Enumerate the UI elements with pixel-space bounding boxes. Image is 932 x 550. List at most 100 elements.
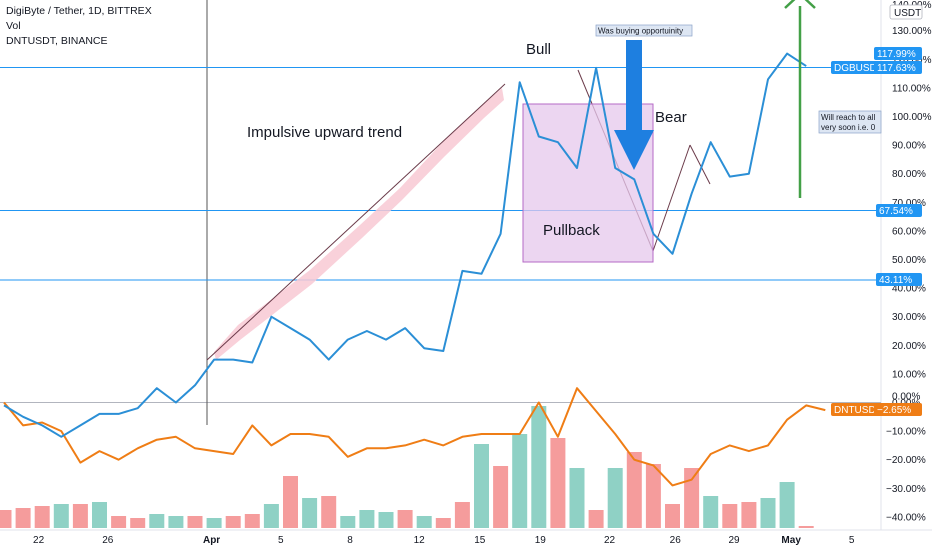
volume-bar	[130, 518, 146, 528]
legend-main: DigiByte / Tether, 1D, BITTREX	[6, 5, 152, 17]
volume-bar	[779, 482, 795, 528]
series-lines	[3, 52, 826, 487]
price-tick-label: 10.00%	[892, 369, 926, 380]
dnt-value-tag	[874, 403, 922, 416]
volume-bar	[53, 504, 69, 528]
volume-bar	[244, 514, 260, 528]
recovery-line[interactable]	[652, 144, 691, 252]
volume-bar	[493, 466, 509, 528]
dgb-value: 117.63%	[877, 63, 916, 74]
buying-note: Was buying opportuinity	[598, 27, 683, 36]
time-tick-label: 12	[414, 535, 426, 546]
price-tick-label: 80.00%	[892, 169, 926, 180]
volume-bar	[0, 510, 12, 528]
time-tick-label: May	[781, 535, 801, 546]
time-tick-label: 15	[474, 535, 486, 546]
level-1-value: 67.54%	[879, 206, 913, 217]
volume-bar	[340, 516, 356, 528]
price-tick-label: 30.00%	[892, 312, 926, 323]
volume-bar	[187, 516, 203, 528]
level-1-tag	[876, 204, 922, 217]
volume-bar	[512, 434, 528, 528]
impulsive-trend-band	[214, 88, 504, 360]
volume-bar	[741, 502, 757, 528]
buying-arrow-icon[interactable]	[614, 40, 654, 170]
price-tick-label: −40.00%	[886, 512, 926, 523]
impulsive-label[interactable]: Impulsive upward trend	[247, 124, 402, 141]
volume-bar	[15, 508, 31, 528]
volume-bar	[703, 496, 719, 528]
price-tick-label: 50.00%	[892, 255, 926, 266]
time-tick-label: 5	[278, 535, 284, 546]
volume-bar	[72, 504, 88, 528]
volume-bar	[168, 516, 184, 528]
price-axis[interactable]: 130.00% 120.00% 110.00% 100.00% 90.00% 80.00%…	[886, 26, 932, 523]
price-tick-label: 60.00%	[892, 226, 926, 237]
buying-note-box[interactable]	[595, 24, 693, 37]
time-tick-label: 8	[347, 535, 353, 546]
reach-note-line1: Will reach to all	[821, 113, 875, 122]
time-tick-label: Apr	[203, 535, 220, 546]
dgb-name-tag	[831, 61, 878, 74]
green-arrow-icon[interactable]	[784, 0, 816, 9]
volume-bar	[263, 504, 279, 528]
currency-label: USDT	[894, 8, 921, 19]
reach-note-box[interactable]	[818, 110, 882, 134]
volume-bar	[111, 516, 127, 528]
volume-bars	[0, 406, 814, 528]
time-tick-label: 19	[535, 535, 547, 546]
price-tick-label: 90.00%	[892, 141, 926, 152]
time-tick-label: 22	[33, 535, 45, 546]
time-tick-label: 5	[849, 535, 855, 546]
recovery-line-2[interactable]	[689, 144, 711, 185]
price-tick-label: 120.00%	[892, 55, 932, 66]
impulsive-trend-line[interactable]	[206, 83, 506, 361]
volume-bar	[378, 512, 394, 528]
time-tick-label: 26	[102, 535, 114, 546]
price-tick-label: −30.00%	[886, 484, 926, 495]
volume-bar	[283, 476, 298, 528]
dnt-value: −2.65%	[877, 405, 911, 416]
dnt-name-tag	[831, 403, 878, 416]
high-tag-value: 117.99%	[877, 49, 916, 60]
volume-bar	[206, 518, 222, 528]
dntusdt-line[interactable]	[3, 387, 826, 487]
level-2-value: 43.11%	[879, 275, 912, 286]
volume-bar	[550, 438, 566, 528]
dgb-value-tag	[874, 61, 922, 74]
volume-bar	[92, 502, 107, 528]
volume-bar	[397, 510, 413, 528]
currency-badge[interactable]	[889, 4, 923, 20]
volume-bar	[474, 444, 489, 528]
volume-bar	[531, 406, 547, 528]
dgb-name: DGBUSDT	[834, 63, 883, 74]
level-2-tag	[876, 273, 922, 286]
volume-bar	[722, 504, 738, 528]
time-axis[interactable]: 22 26 Apr 5 8 12 15 19 22 26 29 May 5	[33, 535, 855, 546]
bull-label[interactable]: Bull	[526, 41, 551, 58]
volume-bar	[34, 506, 50, 528]
time-tick-label: 29	[728, 535, 740, 546]
volume-bar	[798, 526, 814, 528]
price-tick-label: 130.00%	[892, 26, 932, 37]
dgbusdt-line[interactable]	[3, 52, 807, 438]
reach-note-line2: very soon i.e. 0	[821, 123, 876, 132]
volume-bar	[416, 516, 432, 528]
price-tick-label: −10.00%	[886, 427, 926, 438]
volume-bar	[684, 468, 700, 528]
volume-bar	[302, 498, 318, 528]
price-tick-label: 100.00%	[892, 112, 932, 123]
volume-bar	[569, 468, 585, 528]
volume-bar	[149, 514, 165, 528]
volume-bar	[359, 510, 375, 528]
volume-bar	[760, 498, 776, 528]
legend-volume: Vol	[6, 20, 21, 32]
price-tick-label: 40.00%	[892, 284, 926, 295]
time-tick-label: 22	[604, 535, 616, 546]
pullback-label[interactable]: Pullback	[543, 222, 600, 239]
bear-label[interactable]: Bear	[655, 109, 687, 126]
volume-bar	[645, 464, 661, 528]
price-tick-label: 70.00%	[892, 198, 926, 209]
volume-bar	[454, 502, 470, 528]
